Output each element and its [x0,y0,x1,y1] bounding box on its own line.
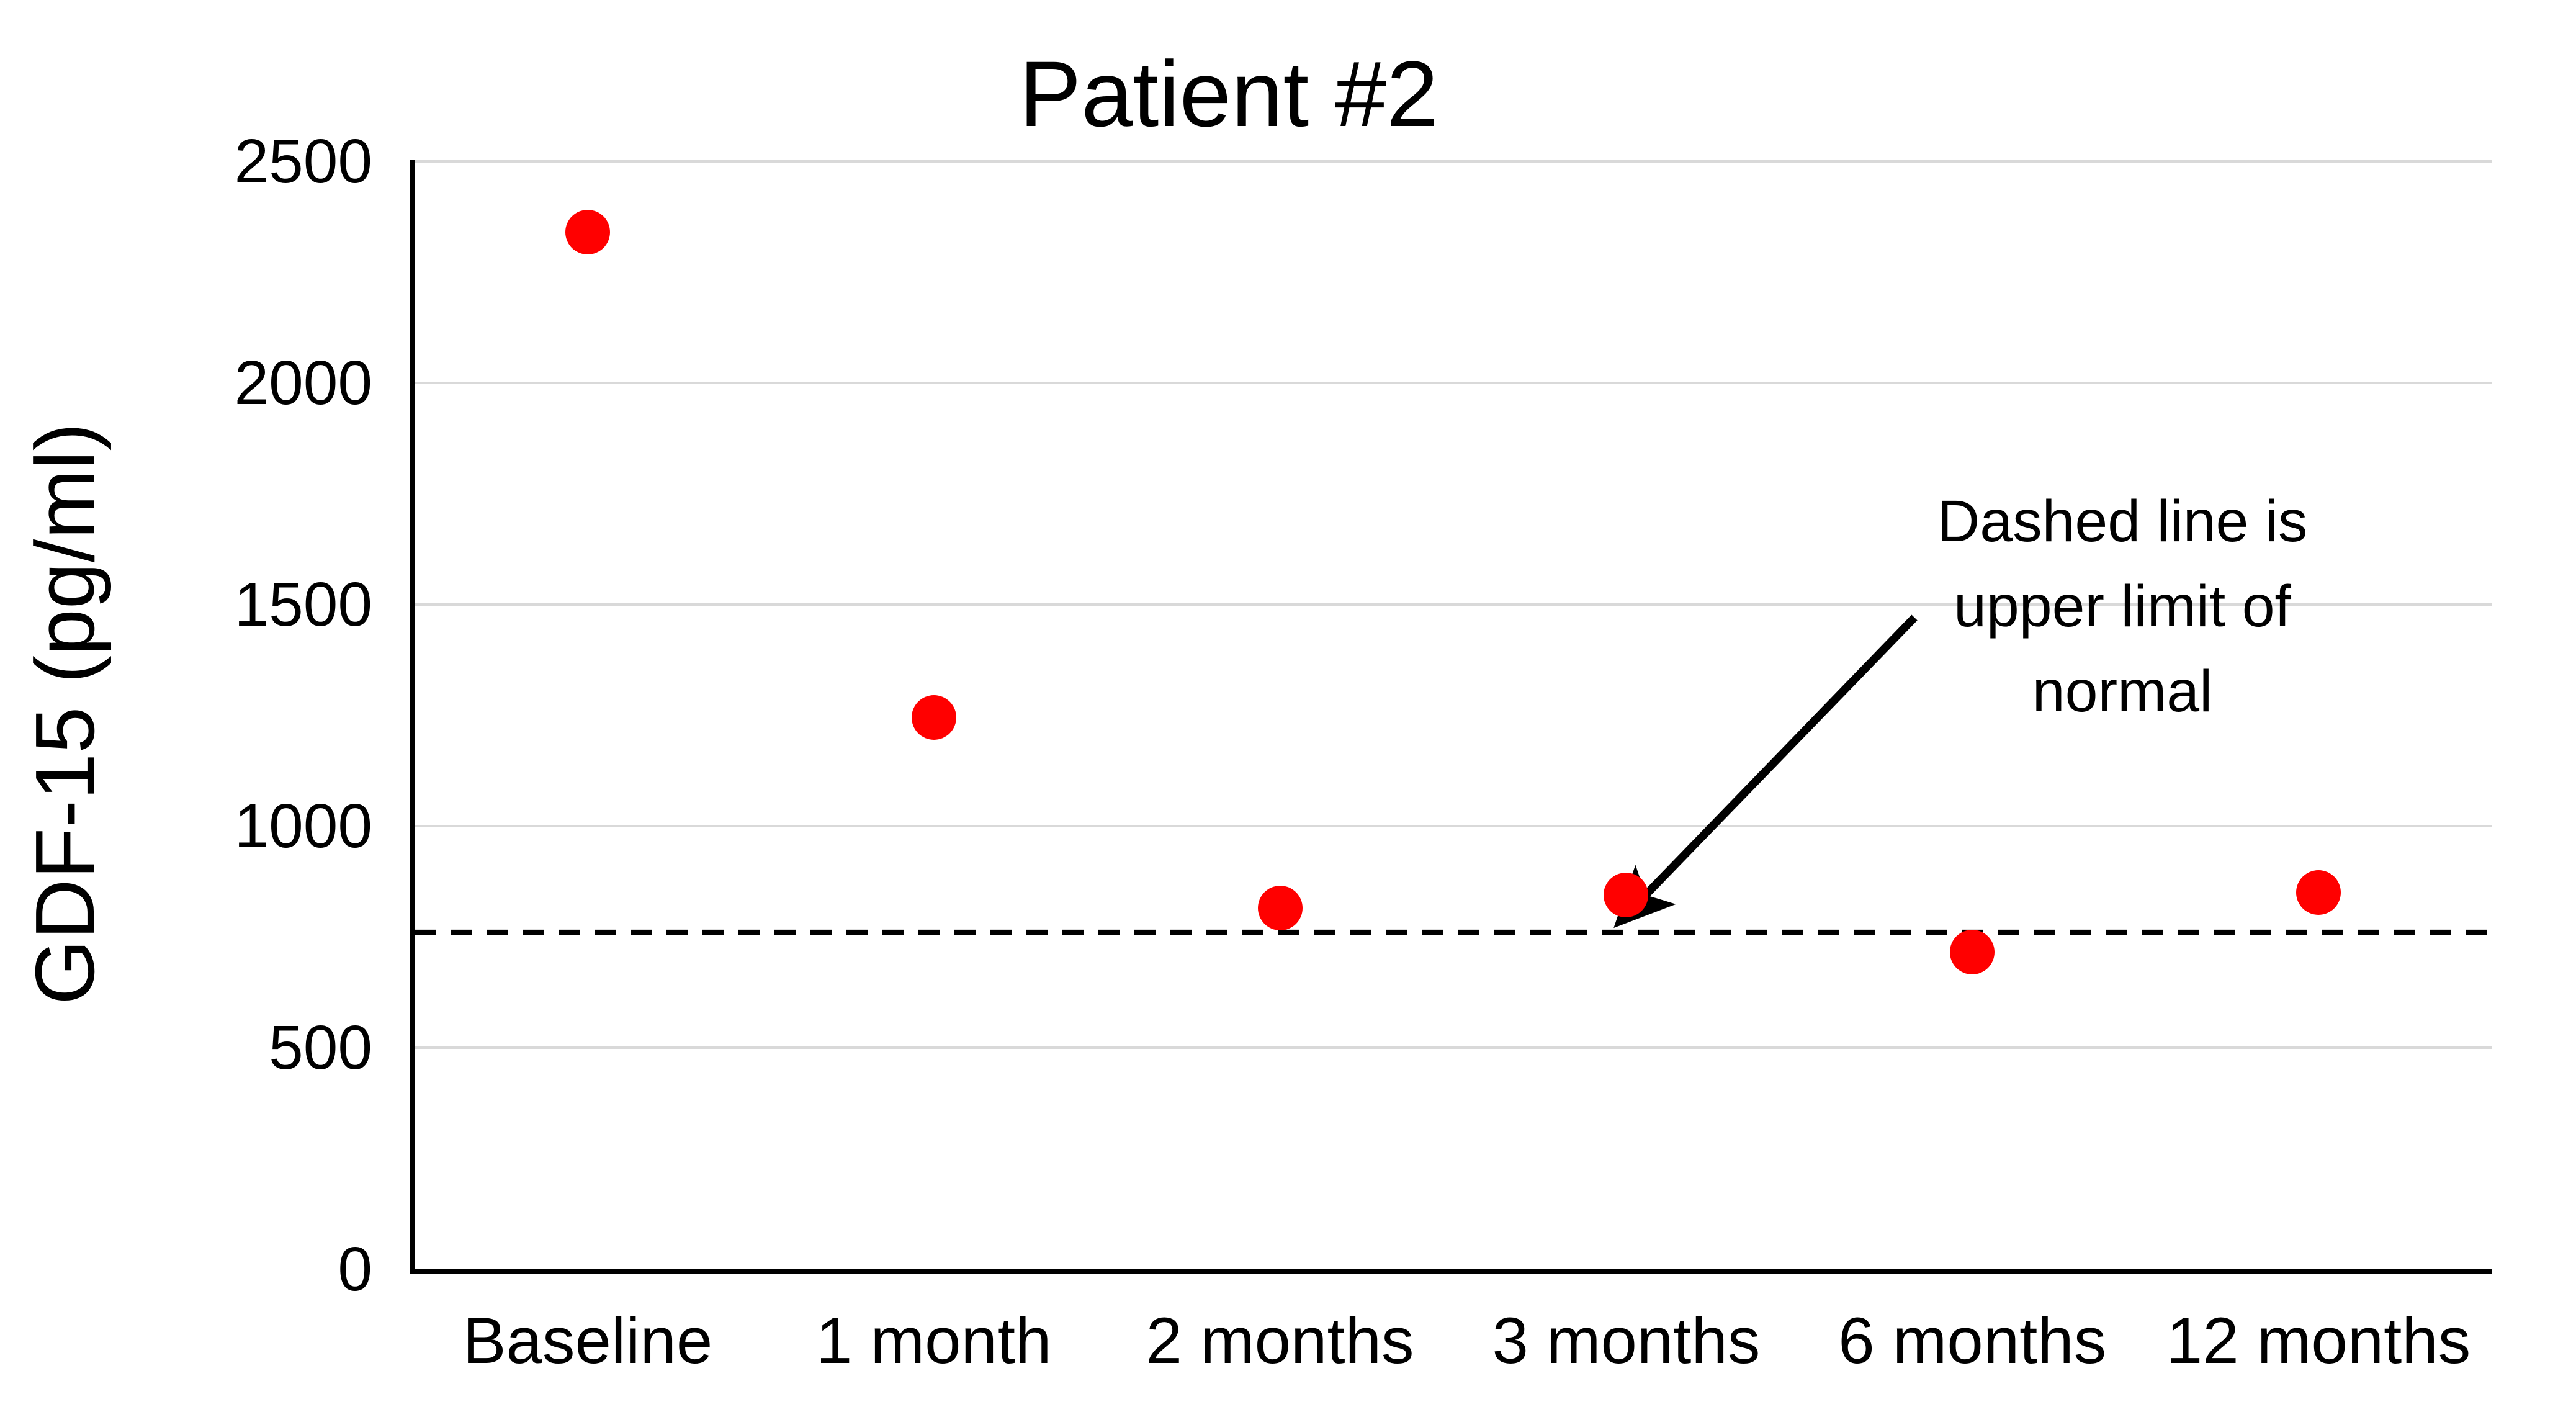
gridline-1000 [415,825,2492,827]
y-tick-label-2000: 2000 [234,348,372,418]
annotation-line-3: normal [2032,659,2213,724]
y-tick-label-0: 0 [338,1234,372,1304]
annotation-line-1: Dashed line is [1937,488,2308,554]
x-axis-line [410,1269,2492,1274]
y-axis-line [410,160,415,1274]
x-tick-label-6-months: 6 months [1838,1305,2107,1377]
gridline-1500 [415,603,2492,606]
chart-title: Patient #2 [1019,42,1438,146]
data-point-2-months [1257,886,1303,931]
data-point-3-months [1604,872,1649,917]
gridline-2000 [415,382,2492,384]
annotation-line-2: upper limit of [1954,573,2291,639]
x-tick-label-3-months: 3 months [1492,1305,1761,1377]
gridline-500 [415,1046,2492,1049]
y-tick-label-1500: 1500 [234,570,372,639]
y-axis-title: GDF-15 (pg/ml) [18,423,112,1005]
y-tick-label-1000: 1000 [234,791,372,861]
x-tick-label-2-months: 2 months [1146,1305,1414,1377]
annotation-text: Dashed line is upper limit of normal [1812,479,2433,734]
data-point-1-month [911,695,956,740]
y-tick-label-500: 500 [269,1013,372,1082]
x-tick-label-12-months: 12 months [2166,1305,2471,1377]
data-point-6-months [1950,930,1995,975]
x-tick-label-Baseline: Baseline [462,1305,713,1377]
x-tick-label-1-month: 1 month [816,1305,1052,1377]
data-point-12-months [2296,870,2341,915]
data-point-Baseline [565,210,610,255]
gridline-2500 [415,160,2492,163]
y-tick-label-2500: 2500 [234,127,372,196]
